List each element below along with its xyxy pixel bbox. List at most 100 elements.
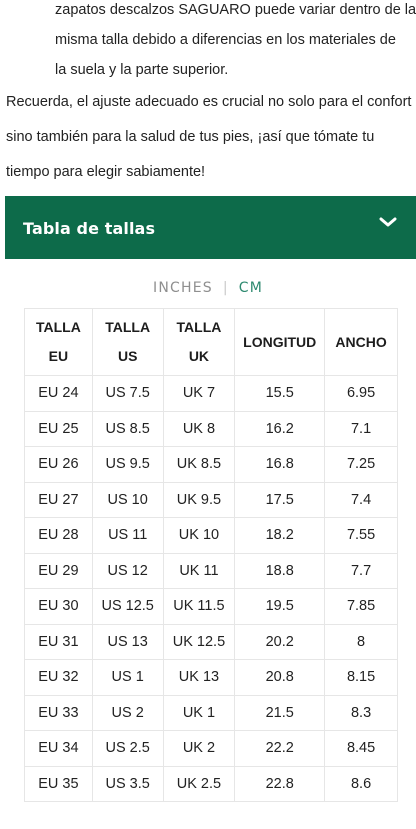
cell-longitud: 22.8 [234,765,326,802]
size-chart-table: TALLA EU TALLA US TALLA UK LONGITUD ANCH… [24,308,398,802]
cell-ancho: 7.1 [324,410,398,447]
cell-eu: EU 26 [24,446,93,483]
header-line: TALLA [105,319,151,335]
fit-advice-paragraph: Recuerda, el ajuste adecuado es crucial … [0,85,416,190]
cell-uk: UK 9.5 [162,481,236,518]
cell-eu: EU 27 [24,481,93,518]
cell-uk: UK 13 [162,659,236,696]
cell-ancho: 8 [324,623,398,660]
header-line: LONGITUD [243,333,317,350]
cell-ancho: 8.45 [324,730,398,767]
table-row: EU 35 US 3.5 UK 2.5 22.8 8.6 [24,765,398,802]
header-talla-uk: TALLA UK [162,308,236,376]
cell-us: US 1 [91,659,164,696]
header-talla-us: TALLA US [91,308,164,376]
cell-longitud: 18.2 [234,517,326,554]
header-line: TALLA [35,319,81,335]
cell-longitud: 20.8 [234,659,326,696]
table-row: EU 24 US 7.5 UK 7 15.5 6.95 [24,375,398,412]
cell-ancho: 6.95 [324,375,398,412]
cell-longitud: 21.5 [234,694,326,731]
cell-ancho: 8.15 [324,659,398,696]
header-line: US [117,348,138,364]
cell-uk: UK 10 [162,517,236,554]
header-ancho: ANCHO [324,308,398,376]
cell-longitud: 20.2 [234,623,326,660]
unit-inches-toggle[interactable]: INCHES [152,280,213,296]
cell-eu: EU 30 [24,588,93,625]
paragraph-line: Recuerda, el ajuste adecuado es crucial … [6,94,412,110]
table-row: EU 33 US 2 UK 1 21.5 8.3 [24,694,398,731]
paragraph-line: sino también para la salud de tus pies, … [6,129,375,145]
cell-uk: UK 12.5 [162,623,236,660]
header-talla-eu: TALLA EU [24,308,93,376]
cell-eu: EU 31 [24,623,93,660]
cell-uk: UK 11 [162,552,236,589]
table-row: EU 32 US 1 UK 13 20.8 8.15 [24,659,398,696]
list-line: la suela y la parte superior. [55,62,229,78]
list-item-text: zapatos descalzos SAGUARO puede variar d… [0,0,416,85]
cell-eu: EU 34 [24,730,93,767]
header-line: UK [188,348,210,364]
size-chart-accordion-header[interactable]: Tabla de tallas [5,196,416,259]
cell-us: US 2.5 [91,730,164,767]
chevron-down-icon[interactable] [378,215,398,229]
cell-uk: UK 1 [162,694,236,731]
cell-uk: UK 8.5 [162,446,236,483]
cell-longitud: 18.8 [234,552,326,589]
paragraph-line: tiempo para elegir sabiamente! [6,164,206,180]
unit-separator: | [222,280,229,296]
header-line: ANCHO [335,333,387,350]
list-line: zapatos descalzos SAGUARO puede variar d… [55,2,416,18]
cell-uk: UK 2.5 [162,765,236,802]
cell-ancho: 7.7 [324,552,398,589]
header-longitud: LONGITUD [234,308,326,376]
table-row: EU 30 US 12.5 UK 11.5 19.5 7.85 [24,588,398,625]
table-row: EU 28 US 11 UK 10 18.2 7.55 [24,517,398,554]
cell-eu: EU 33 [24,694,93,731]
header-line: TALLA [176,319,222,335]
cell-us: US 12.5 [91,588,164,625]
page-content: zapatos descalzos SAGUARO puede variar d… [0,0,416,195]
cell-eu: EU 35 [24,765,93,802]
header-line: EU [48,348,69,364]
cell-ancho: 8.3 [324,694,398,731]
cell-us: US 10 [91,481,164,518]
cell-ancho: 7.25 [324,446,398,483]
list-line: misma talla debido a diferencias en los … [55,32,396,48]
table-row: EU 31 US 13 UK 12.5 20.2 8 [24,623,398,660]
cell-us: US 2 [91,694,164,731]
cell-eu: EU 28 [24,517,93,554]
cell-us: US 7.5 [91,375,164,412]
cell-us: US 12 [91,552,164,589]
table-row: EU 27 US 10 UK 9.5 17.5 7.4 [24,481,398,518]
accordion-title: Tabla de tallas [23,219,156,238]
cell-eu: EU 25 [24,410,93,447]
unit-cm-toggle[interactable]: CM [238,280,264,296]
cell-us: US 13 [91,623,164,660]
cell-us: US 11 [91,517,164,554]
cell-eu: EU 24 [24,375,93,412]
cell-uk: UK 7 [162,375,236,412]
table-body: EU 24 US 7.5 UK 7 15.5 6.95 EU 25 US 8.5 UK 8 16… [24,375,398,802]
cell-us: US 8.5 [91,410,164,447]
cell-longitud: 17.5 [234,481,326,518]
cell-longitud: 15.5 [234,375,326,412]
unit-switch: INCHES | CM [0,274,416,302]
cell-us: US 3.5 [91,765,164,802]
table-header-row: TALLA EU TALLA US TALLA UK LONGITUD ANCH… [24,308,398,376]
cell-ancho: 8.6 [324,765,398,802]
cell-longitud: 19.5 [234,588,326,625]
cell-eu: EU 32 [24,659,93,696]
cell-eu: EU 29 [24,552,93,589]
cell-uk: UK 8 [162,410,236,447]
table-row: EU 25 US 8.5 UK 8 16.2 7.1 [24,410,398,447]
cell-uk: UK 11.5 [162,588,236,625]
cell-longitud: 22.2 [234,730,326,767]
table-row: EU 34 US 2.5 UK 2 22.2 8.45 [24,730,398,767]
cell-ancho: 7.85 [324,588,398,625]
table-row: EU 29 US 12 UK 11 18.8 7.7 [24,552,398,589]
cell-longitud: 16.2 [234,410,326,447]
cell-ancho: 7.4 [324,481,398,518]
cell-longitud: 16.8 [234,446,326,483]
